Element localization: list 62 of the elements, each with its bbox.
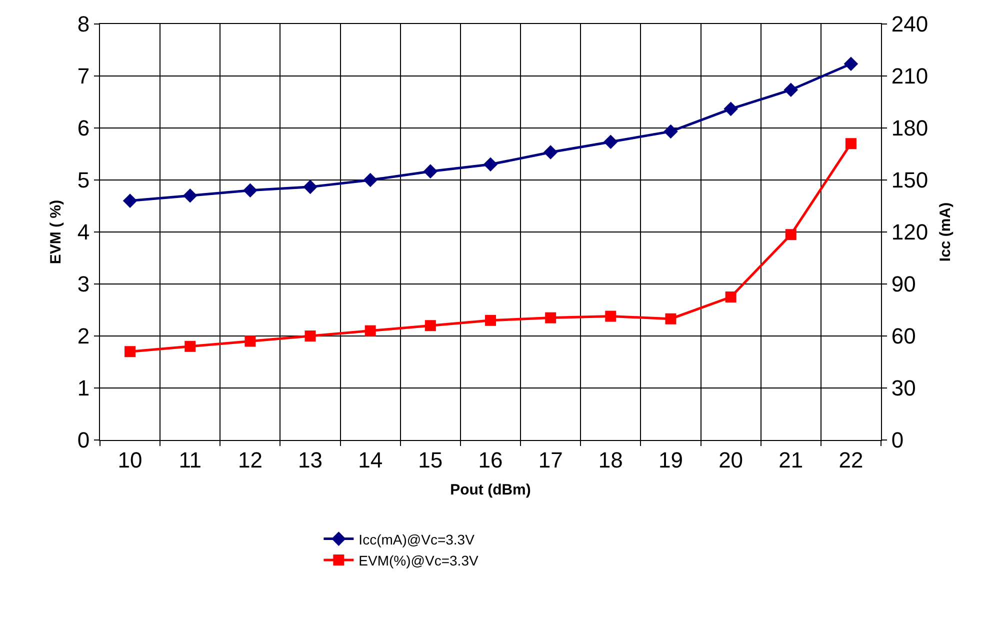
point [605, 310, 616, 322]
x-tick-label: 20 [718, 447, 744, 472]
y2-axis-title: Icc (mA) [937, 202, 954, 262]
y-tick-label: 2 [77, 324, 90, 349]
point [363, 172, 378, 188]
point [303, 180, 318, 194]
y-tick-label: 7 [77, 64, 90, 89]
x-tick-label: 12 [238, 447, 262, 472]
point [845, 138, 856, 150]
point [423, 164, 438, 178]
point [124, 346, 136, 358]
point [725, 292, 736, 302]
point [122, 194, 138, 208]
point [665, 313, 676, 324]
legend-label: EVM(%)@Vc=3.3V [358, 552, 479, 568]
y-tick-label: 4 [77, 220, 90, 245]
point [483, 157, 498, 172]
y2-tick-label: 0 [891, 428, 904, 453]
y-tick-label: 1 [77, 376, 90, 401]
y2-tick-label: 120 [891, 220, 928, 245]
y2-tick-label: 90 [891, 272, 916, 297]
x-tick-label: 19 [658, 447, 683, 472]
y-axis-title: EVM ( %) [48, 200, 65, 264]
x-tick-label: 11 [178, 447, 202, 472]
y2-tick-label: 60 [891, 324, 916, 349]
point [604, 134, 618, 150]
x-tick-label: 10 [118, 447, 142, 472]
point [543, 145, 558, 160]
y-tick-label: 8 [77, 12, 90, 37]
point [182, 188, 198, 203]
point [364, 325, 376, 336]
x-tick-label: 13 [298, 447, 323, 472]
y-tick-label: 3 [77, 272, 90, 297]
y2-tick-label: 210 [891, 64, 928, 89]
point [243, 183, 258, 198]
point [485, 314, 496, 326]
point [784, 82, 798, 98]
legend-label: Icc(mA)@Vc=3.3V [358, 531, 476, 548]
y2-tick-label: 180 [891, 116, 928, 141]
point [664, 124, 678, 139]
x-tick-label: 22 [838, 447, 864, 472]
point [545, 312, 556, 324]
x-tick-label: 17 [538, 447, 563, 472]
x-tick-label: 18 [598, 447, 623, 472]
x-tick-label: 21 [778, 447, 804, 472]
point [244, 336, 256, 347]
x-axis-title: Pout (dBm) [450, 481, 531, 498]
x-tick-label: 14 [358, 447, 383, 472]
point [844, 56, 858, 72]
y-tick-label: 0 [77, 428, 90, 453]
y-tick-label: 5 [77, 168, 90, 193]
x-tick-label: 15 [418, 447, 443, 472]
point [184, 340, 196, 352]
point [785, 229, 796, 240]
y2-tick-label: 240 [891, 12, 928, 37]
x-tick-label: 16 [478, 447, 503, 472]
point [304, 330, 316, 342]
point [424, 320, 436, 332]
y2-tick-label: 30 [891, 376, 916, 401]
point [724, 102, 738, 116]
y-tick-label: 6 [77, 116, 90, 141]
y2-tick-label: 150 [891, 168, 928, 193]
